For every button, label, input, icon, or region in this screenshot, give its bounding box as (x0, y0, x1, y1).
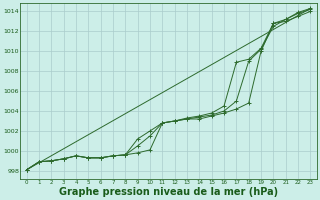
X-axis label: Graphe pression niveau de la mer (hPa): Graphe pression niveau de la mer (hPa) (59, 187, 278, 197)
